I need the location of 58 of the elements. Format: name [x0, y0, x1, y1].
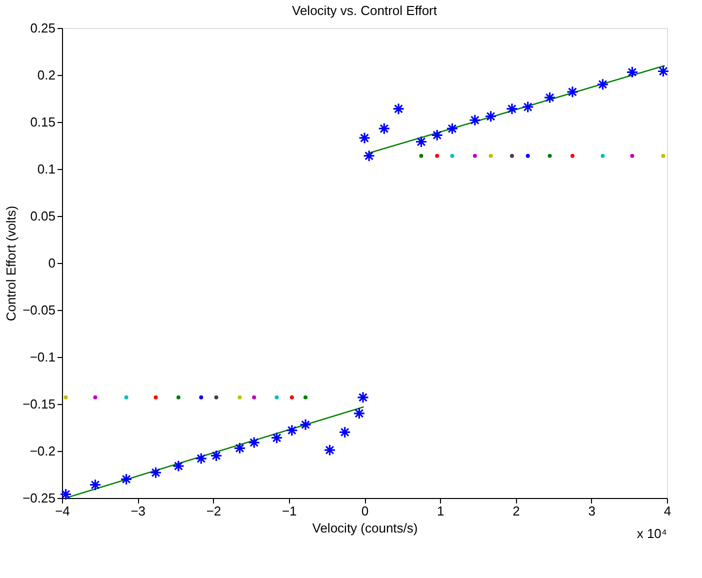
text: x 10⁴	[636, 526, 667, 541]
point	[270, 432, 283, 444]
point	[120, 473, 132, 486]
y-tick-label: −0.1	[30, 350, 56, 364]
point	[248, 436, 260, 449]
x-tick-label: 2	[512, 504, 520, 518]
y-tick-label: −0.05	[22, 302, 56, 318]
point	[358, 132, 371, 144]
point	[484, 110, 497, 122]
point	[89, 478, 102, 491]
chart-title: Velocity vs. Control Effort	[292, 3, 438, 18]
y-tick-label: 0.25	[30, 20, 56, 36]
x-tick-label: −4	[55, 504, 70, 518]
point	[510, 154, 514, 158]
point	[234, 442, 246, 454]
point	[506, 102, 518, 115]
point	[596, 78, 609, 90]
x-axis-title: Velocity (counts/s)	[312, 520, 418, 536]
point	[324, 444, 336, 456]
point	[214, 395, 218, 400]
point	[431, 129, 444, 142]
point	[195, 452, 208, 465]
x-tick-label: 4	[664, 504, 672, 518]
point	[353, 407, 366, 420]
x-tick-label: −2	[206, 504, 222, 518]
y-tick-label: −0.25	[22, 490, 56, 506]
y-tick-label: 0.05	[30, 208, 56, 224]
y-tick-label: 0.2	[37, 68, 56, 82]
y-tick-label: 0.1	[37, 162, 56, 176]
point	[566, 86, 579, 98]
x-tick-label: 1	[437, 504, 444, 518]
point	[657, 65, 670, 78]
x-tick-label: 3	[588, 504, 596, 518]
point	[299, 418, 312, 431]
x-tick-label: 0	[361, 504, 369, 518]
point	[446, 122, 458, 135]
point	[415, 136, 428, 148]
x-tick-label: −1	[282, 504, 297, 518]
y-tick-label: 0	[48, 256, 56, 270]
point	[362, 150, 376, 162]
point	[286, 424, 298, 436]
point	[338, 426, 351, 438]
point	[522, 100, 534, 114]
point	[150, 466, 162, 479]
point	[544, 92, 556, 104]
y-tick-label: 0.15	[30, 114, 56, 130]
x-tick-label: −3	[130, 504, 146, 518]
point	[392, 102, 405, 115]
point	[60, 488, 72, 500]
y-tick-label: −0.15	[22, 396, 56, 412]
point	[468, 114, 481, 126]
y-tick-label: −0.2	[30, 444, 56, 458]
point	[378, 122, 390, 135]
y-axis-title: Control Effort (volts)	[4, 206, 19, 322]
point	[210, 450, 222, 462]
point	[356, 391, 370, 404]
point	[626, 66, 638, 78]
point	[172, 460, 185, 472]
